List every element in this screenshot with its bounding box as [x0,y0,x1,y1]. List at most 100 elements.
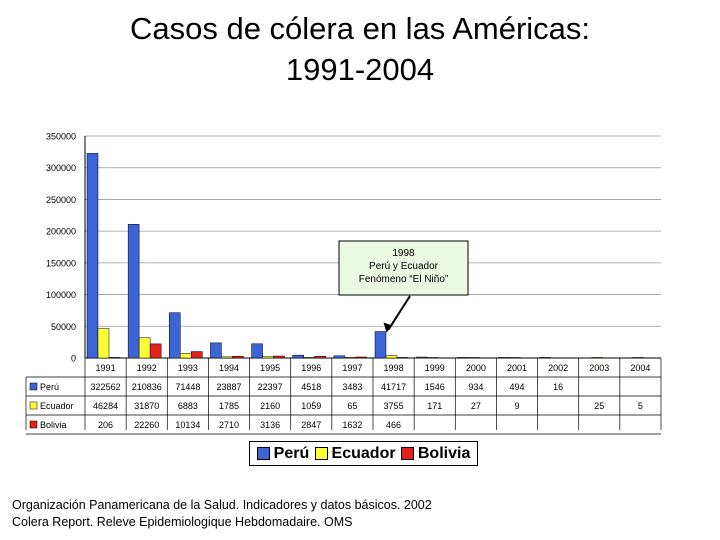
bar-ecuador-1997 [344,357,357,359]
y-tick-label: 50000 [51,322,76,332]
y-tick-label: 0 [71,354,76,364]
table-cell-value: 494 [509,382,524,392]
y-tick-label: 350000 [46,132,76,142]
x-tick-label: 2003 [589,363,609,373]
bar-ecuador-1992 [138,337,151,359]
table-cell-value: 322562 [91,382,121,392]
table-cell-value: 3755 [384,401,404,411]
y-tick-label: 100000 [46,290,76,300]
table-cell-value: 25 [594,401,604,411]
bar-peru-1994 [210,342,222,359]
table-cell-value: 65 [347,401,357,411]
bar-peru-1999 [415,356,428,359]
table-cell-value: 22260 [134,420,159,430]
bar-peru-1992 [127,224,140,359]
x-tick-label: 2001 [507,363,527,373]
bar-ecuador-2003 [591,357,603,359]
bar-ecuador-1996 [303,357,315,359]
bar-bolivia-1995 [273,355,285,359]
x-tick-label: 1997 [342,363,362,373]
table-cell-value: 210836 [132,382,162,392]
table-cell-value: 2160 [260,401,280,411]
table-cell-value: 27 [471,401,481,411]
y-tick-label: 150000 [46,258,76,268]
bar-ecuador-1994 [221,356,233,359]
bar-ecuador-1999 [426,357,439,359]
table-cell-value: 31870 [134,401,159,411]
bar-peru-1991 [86,153,99,359]
bar-bolivia-1996 [314,355,326,359]
x-tick-label: 1998 [384,363,404,373]
bar-peru-1996 [292,354,304,359]
y-tick-label: 250000 [46,195,76,205]
bar-ecuador-1995 [262,356,274,359]
table-cell-value: 1785 [219,401,239,411]
table-cell-value: 16 [553,382,563,392]
legend-label-peru: Perú [273,444,310,462]
chart-legend: Perú Ecuador Bolivia [249,441,478,466]
table-cell-value: 71448 [175,382,200,392]
table-cell-value: 3483 [342,382,362,392]
annotation-box [338,240,469,296]
bar-peru-1998 [374,331,387,359]
table-series-label: Bolivia [40,420,67,430]
table-legend-key-ecuador [29,401,38,410]
table-cell-value: 22397 [258,382,283,392]
bar-ecuador-1991 [97,328,110,359]
bar-ecuador-2000 [468,357,480,359]
legend-item-bolivia: Bolivia [400,444,471,463]
x-tick-label: 2002 [548,363,568,373]
bar-peru-1995 [251,343,263,359]
legend-label-bolivia: Bolivia [417,444,471,462]
table-cell-value: 1059 [301,401,321,411]
x-tick-label: 1993 [178,363,198,373]
y-tick-label: 300000 [46,163,76,173]
table-cell-value: 934 [468,382,483,392]
cholera-cases-chart: 350000 300000 250000 200000 150000 100000 5000… [25,132,662,435]
bar-ecuador-1993 [180,353,192,359]
table-cell-value: 466 [386,420,401,430]
x-tick-label: 1994 [219,363,239,373]
bar-bolivia-1991 [108,357,121,359]
table-cell-value: 206 [98,420,113,430]
table-legend-key-peru [29,382,38,391]
bar-peru-2001 [498,357,510,359]
table-legend-key-bolivia [29,420,38,429]
bar-peru-1993 [169,312,181,359]
annotation-arrow-head [383,322,393,333]
legend-swatch-bolivia [400,447,414,460]
legend-label-ecuador: Ecuador [331,444,396,462]
table-cell-value: 1632 [342,420,362,430]
annotation-text: 1998 [392,248,415,259]
table-cell-value: 23887 [216,382,241,392]
x-tick-label: 1991 [96,363,116,373]
legend-item-peru: Perú [256,444,310,463]
table-cell-value: 3136 [260,420,280,430]
table-cell-value: 2847 [301,420,321,430]
table-cell-value: 41717 [381,382,406,392]
bar-ecuador-2001 [509,357,521,359]
source-citation: Organización Panamericana de la Salud. I… [12,497,432,531]
x-tick-label: 1995 [260,363,280,373]
bar-ecuador-1998 [385,355,398,359]
x-tick-label: 1999 [425,363,445,373]
bar-bolivia-1998 [396,357,409,359]
annotation-text: Perú y Ecuador [369,261,439,272]
legend-item-ecuador: Ecuador [314,444,396,463]
table-cell-value: 2710 [219,420,239,430]
y-tick-label: 200000 [46,227,76,237]
legend-swatch-peru [256,447,270,460]
bar-peru-2000 [457,357,469,359]
x-tick-label: 1996 [301,363,321,373]
x-tick-label: 1992 [137,363,157,373]
table-cell-value: 5 [638,401,643,411]
bar-bolivia-1992 [149,343,162,359]
table-cell-value: 4518 [301,382,321,392]
table-cell-value: 46284 [93,401,118,411]
source-line-2: Colera Report. Releve Epidemiologique He… [12,515,353,529]
table-series-label: Perú [40,382,59,392]
title-line-2: 1991-2004 [285,52,435,87]
table-series-label: Ecuador [40,401,74,411]
bar-ecuador-2004 [632,357,645,359]
annotation-text: Fenómeno “El Niño” [359,274,448,285]
